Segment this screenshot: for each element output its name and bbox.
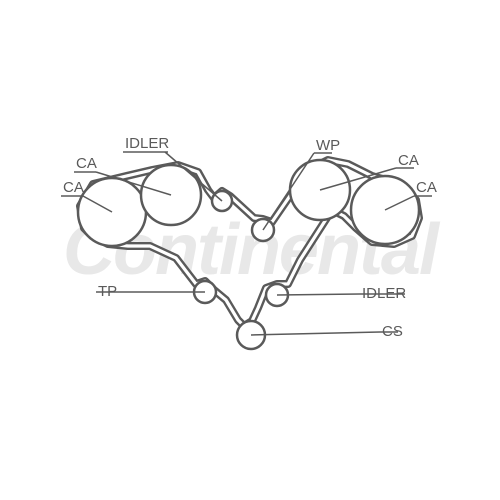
- pulley-label: CS: [382, 323, 403, 340]
- pulley-label: TP: [98, 283, 117, 300]
- leader-line: [251, 332, 380, 335]
- pulley-label: CA: [76, 155, 97, 172]
- pulley-label: CA: [63, 179, 84, 196]
- leader-line: [277, 294, 360, 295]
- belt-diagram: IDLER CA CA WP CA CA TP IDLER CS: [0, 0, 500, 500]
- pulley-label: IDLER: [125, 135, 169, 152]
- pulley-label: CA: [398, 152, 419, 169]
- pulley-label: CA: [416, 179, 437, 196]
- pulley-label: IDLER: [362, 285, 406, 302]
- pulley-label: WP: [316, 137, 340, 154]
